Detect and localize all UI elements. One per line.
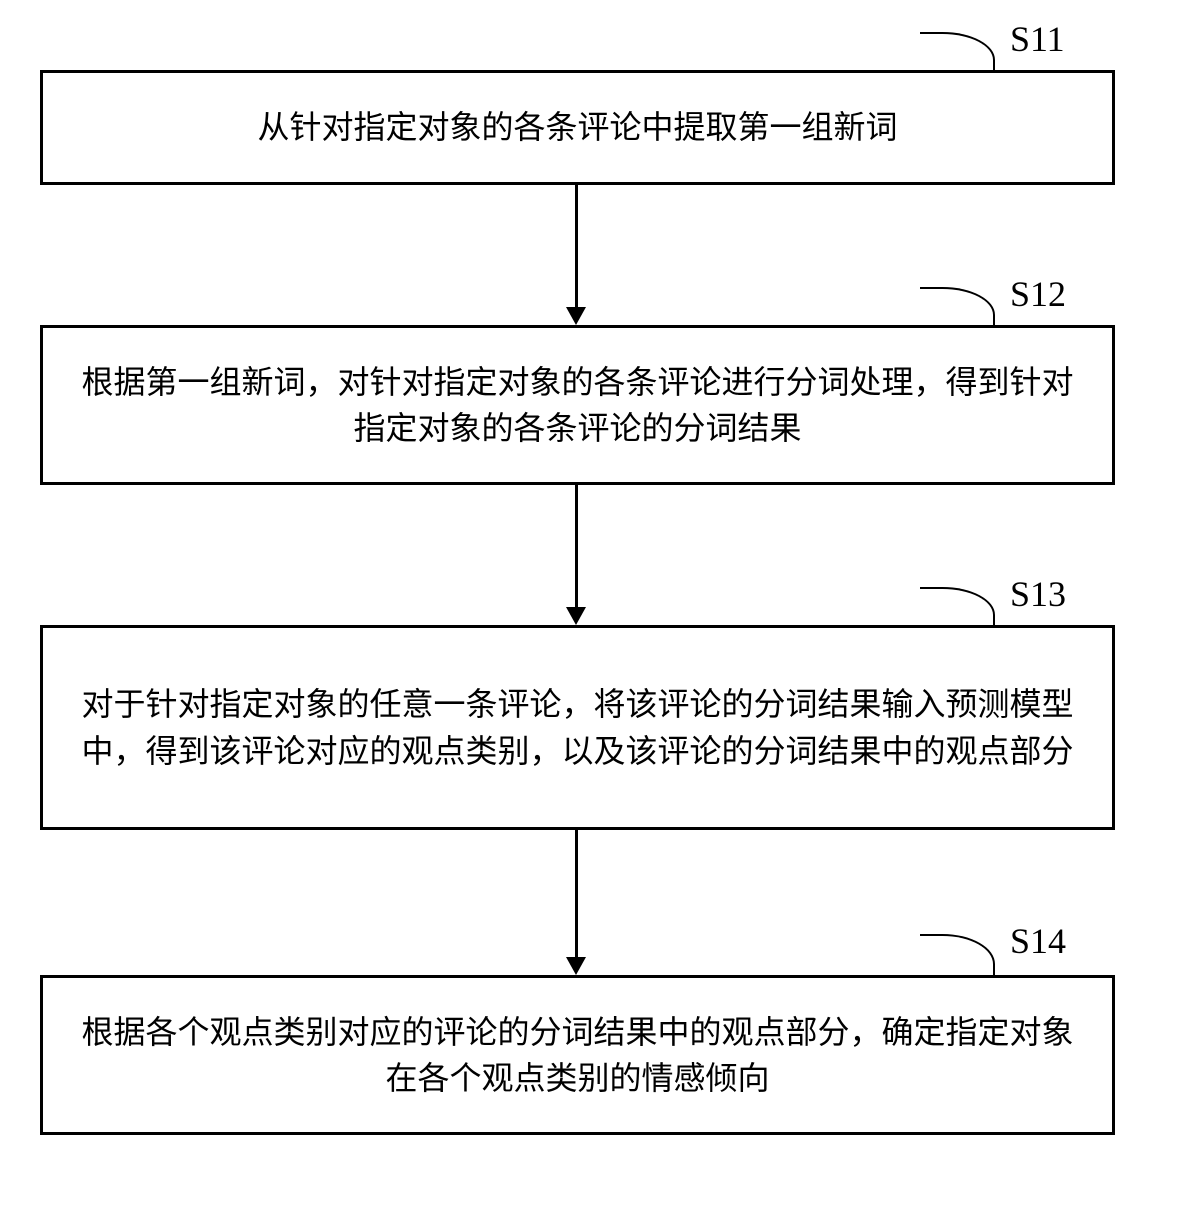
node-s14: 根据各个观点类别对应的评论的分词结果中的观点部分，确定指定对象在各个观点类别的情… [40,975,1115,1135]
arrow-head-s13-s14 [566,957,586,975]
step-label-s14: S14 [1010,920,1066,962]
node-s13: 对于针对指定对象的任意一条评论，将该评论的分词结果输入预测模型中，得到该评论对应… [40,625,1115,830]
arrow-s12-s13 [575,485,578,609]
connector-s12 [920,287,995,327]
connector-s14 [920,934,995,977]
connector-s11 [920,32,995,72]
connector-s13 [920,587,995,627]
arrow-head-s12-s13 [566,607,586,625]
step-label-s12: S12 [1010,273,1066,315]
node-s11: 从针对指定对象的各条评论中提取第一组新词 [40,70,1115,185]
arrow-s13-s14 [575,830,578,959]
step-label-s13: S13 [1010,573,1066,615]
arrow-head-s11-s12 [566,307,586,325]
arrow-s11-s12 [575,185,578,309]
node-s12: 根据第一组新词，对针对指定对象的各条评论进行分词处理，得到针对指定对象的各条评论… [40,325,1115,485]
step-label-s11: S11 [1010,18,1065,60]
flowchart-canvas: S11 从针对指定对象的各条评论中提取第一组新词 S12 根据第一组新词，对针对… [0,0,1190,1217]
